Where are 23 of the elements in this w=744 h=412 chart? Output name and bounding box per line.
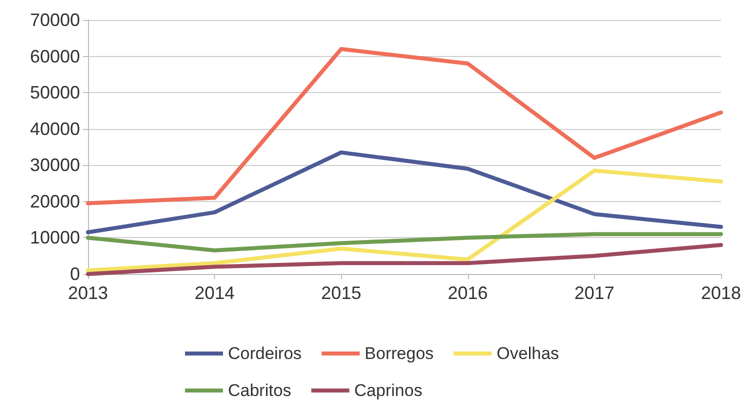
line-series xyxy=(86,168,723,272)
y-tick-label: 20000 xyxy=(30,191,80,212)
line-series xyxy=(86,232,723,252)
line-series xyxy=(86,150,723,234)
legend-label: Ovelhas xyxy=(496,344,560,363)
x-tick-label: 2018 xyxy=(700,283,741,303)
y-tick-label: 50000 xyxy=(30,82,80,103)
x-tick-label: 2013 xyxy=(68,283,108,303)
x-tick-label: 2015 xyxy=(321,283,362,303)
legend-label: Borregos xyxy=(364,344,434,363)
y-tick-label: 70000 xyxy=(30,10,80,30)
y-tick-label: 30000 xyxy=(30,155,80,176)
legend-label: Caprinos xyxy=(354,381,422,400)
line-series xyxy=(86,47,723,206)
legend-label: Cordeiros xyxy=(228,344,302,363)
x-tick-label: 2016 xyxy=(448,283,488,303)
x-tick-label: 2014 xyxy=(194,283,235,303)
x-tick-label: 2017 xyxy=(574,283,614,303)
y-tick-label: 40000 xyxy=(30,118,80,139)
y-tick-label: 10000 xyxy=(30,228,80,248)
legend-label: Cabritos xyxy=(228,381,292,400)
y-tick-label: 0 xyxy=(70,264,80,284)
y-tick-label: 60000 xyxy=(30,46,80,66)
